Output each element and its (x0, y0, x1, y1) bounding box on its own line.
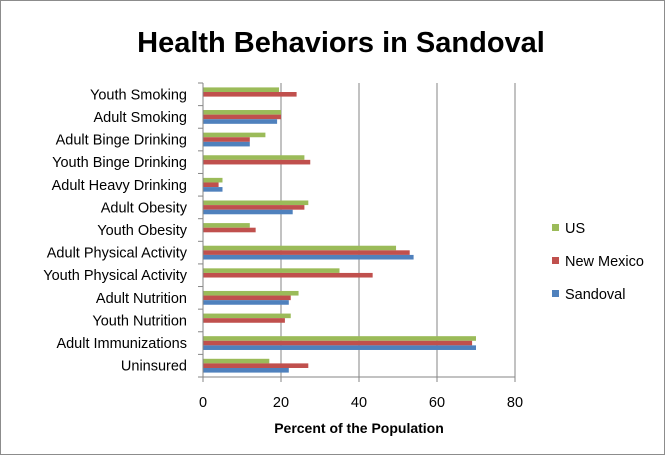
legend-swatch-new-mexico (552, 257, 559, 264)
bar-new-mexico-youth-physical-activity (203, 273, 373, 278)
x-tick-label-80: 80 (507, 395, 523, 411)
bar-us-adult-binge-drinking (203, 133, 265, 138)
bar-us-adult-immunizations (203, 336, 476, 341)
x-tick-label-40: 40 (351, 395, 367, 411)
category-label-adult-physical-activity: Adult Physical Activity (47, 246, 188, 262)
category-label-adult-immunizations: Adult Immunizations (56, 336, 187, 352)
bar-new-mexico-adult-physical-activity (203, 250, 410, 255)
bar-us-adult-heavy-drinking (203, 178, 223, 183)
bar-new-mexico-uninsured (203, 363, 308, 368)
category-label-adult-obesity: Adult Obesity (101, 200, 188, 216)
category-label-youth-binge-drinking: Youth Binge Drinking (52, 155, 187, 171)
legend: US New Mexico Sandoval (552, 221, 644, 303)
bar-new-mexico-youth-smoking (203, 92, 297, 97)
x-tick-label-0: 0 (199, 395, 207, 411)
bar-new-mexico-youth-binge-drinking (203, 160, 310, 165)
bar-us-youth-obesity (203, 223, 250, 228)
category-label-uninsured: Uninsured (121, 359, 187, 375)
category-label-adult-nutrition: Adult Nutrition (96, 291, 187, 307)
bar-us-adult-nutrition (203, 291, 299, 296)
bar-new-mexico-adult-obesity (203, 205, 304, 210)
category-label-youth-nutrition: Youth Nutrition (92, 313, 187, 329)
bar-sandoval-adult-smoking (203, 119, 277, 124)
gridlines (281, 83, 515, 377)
bar-sandoval-adult-obesity (203, 210, 293, 215)
bar-us-youth-binge-drinking (203, 155, 304, 160)
legend-swatch-sandoval (552, 290, 559, 297)
legend-label-us: US (565, 221, 585, 237)
bar-sandoval-adult-physical-activity (203, 255, 414, 260)
bar-new-mexico-youth-nutrition (203, 318, 285, 323)
bar-new-mexico-adult-binge-drinking (203, 137, 250, 142)
x-axis-label: Percent of the Population (274, 420, 444, 436)
legend-swatch-us (552, 224, 559, 231)
bar-new-mexico-adult-smoking (203, 115, 281, 120)
category-label-adult-heavy-drinking: Adult Heavy Drinking (52, 178, 187, 194)
category-label-adult-binge-drinking: Adult Binge Drinking (56, 133, 187, 149)
bar-sandoval-adult-immunizations (203, 345, 476, 350)
bar-us-uninsured (203, 359, 269, 364)
bar-us-youth-physical-activity (203, 268, 340, 273)
bar-us-youth-smoking (203, 87, 279, 92)
category-label-adult-smoking: Adult Smoking (94, 110, 188, 126)
category-label-youth-physical-activity: Youth Physical Activity (43, 268, 187, 284)
bar-us-youth-nutrition (203, 314, 291, 319)
category-label-youth-obesity: Youth Obesity (97, 223, 187, 239)
x-tick-label-60: 60 (429, 395, 445, 411)
bars (203, 87, 476, 372)
bar-sandoval-adult-heavy-drinking (203, 187, 223, 192)
category-labels: Youth Smoking Adult Smoking Adult Binge Dr… (43, 87, 187, 374)
chart-title: Health Behaviors in Sandoval (137, 27, 545, 59)
bar-sandoval-uninsured (203, 368, 289, 373)
x-tick-labels: 0 20 40 60 80 (199, 395, 523, 411)
legend-label-sandoval: Sandoval (565, 287, 625, 303)
x-tick-label-20: 20 (273, 395, 289, 411)
legend-label-new-mexico: New Mexico (565, 254, 644, 270)
bar-sandoval-adult-binge-drinking (203, 142, 250, 147)
bar-new-mexico-adult-nutrition (203, 296, 291, 301)
bar-new-mexico-youth-obesity (203, 228, 256, 233)
bar-us-adult-physical-activity (203, 246, 396, 251)
bar-us-adult-obesity (203, 200, 308, 205)
bar-new-mexico-adult-heavy-drinking (203, 182, 219, 187)
category-label-youth-smoking: Youth Smoking (90, 87, 187, 103)
bar-us-adult-smoking (203, 110, 281, 115)
bar-new-mexico-adult-immunizations (203, 341, 472, 346)
bar-sandoval-adult-nutrition (203, 300, 289, 305)
